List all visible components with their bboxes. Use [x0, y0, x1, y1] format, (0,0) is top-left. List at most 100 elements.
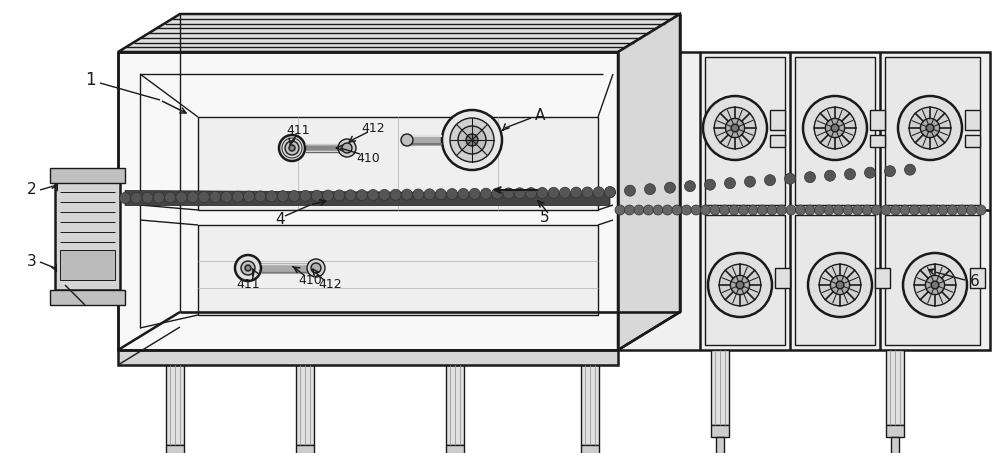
Circle shape	[925, 275, 945, 294]
Circle shape	[466, 134, 478, 146]
Text: 410: 410	[356, 151, 380, 164]
Polygon shape	[118, 14, 680, 52]
Text: 3: 3	[27, 255, 37, 270]
Circle shape	[824, 170, 836, 181]
Circle shape	[390, 189, 401, 200]
Circle shape	[910, 205, 920, 215]
Circle shape	[786, 205, 796, 215]
Bar	[50, 290, 125, 305]
Bar	[886, 350, 904, 425]
Bar	[875, 268, 890, 288]
Circle shape	[824, 205, 834, 215]
Circle shape	[836, 281, 844, 289]
Circle shape	[729, 205, 739, 215]
Bar	[965, 135, 980, 147]
Bar	[885, 215, 980, 345]
Circle shape	[401, 189, 412, 200]
Circle shape	[187, 192, 198, 202]
Bar	[965, 110, 980, 130]
Circle shape	[289, 190, 300, 202]
Circle shape	[379, 189, 390, 200]
Circle shape	[708, 253, 772, 317]
Bar	[60, 250, 115, 280]
Circle shape	[948, 205, 958, 215]
Circle shape	[311, 190, 322, 201]
Circle shape	[559, 187, 570, 198]
Text: 6: 6	[970, 275, 980, 289]
Circle shape	[862, 205, 872, 215]
Circle shape	[672, 205, 682, 215]
Bar	[716, 437, 724, 453]
Circle shape	[571, 187, 582, 198]
Circle shape	[819, 264, 861, 306]
Circle shape	[891, 205, 900, 215]
Circle shape	[864, 167, 876, 178]
Circle shape	[725, 118, 745, 138]
Circle shape	[831, 124, 839, 132]
Circle shape	[368, 189, 379, 201]
Circle shape	[604, 187, 616, 198]
Circle shape	[758, 205, 768, 215]
Circle shape	[266, 191, 277, 202]
Circle shape	[338, 139, 356, 157]
Text: 412: 412	[318, 279, 342, 291]
Circle shape	[615, 205, 625, 215]
Circle shape	[644, 205, 654, 215]
Circle shape	[480, 188, 491, 199]
Bar	[891, 437, 899, 453]
Circle shape	[176, 192, 187, 203]
Circle shape	[345, 190, 356, 201]
Circle shape	[458, 126, 486, 154]
Bar	[581, 445, 599, 453]
Circle shape	[919, 205, 929, 215]
Circle shape	[244, 191, 255, 202]
Circle shape	[210, 192, 221, 202]
Circle shape	[804, 172, 816, 183]
Circle shape	[844, 169, 856, 180]
Bar	[55, 175, 120, 290]
Circle shape	[808, 253, 872, 317]
Circle shape	[744, 176, 756, 187]
Circle shape	[976, 205, 986, 215]
Text: 2: 2	[27, 183, 37, 198]
Polygon shape	[198, 225, 598, 315]
Text: 1: 1	[85, 71, 95, 89]
Circle shape	[458, 188, 469, 199]
Circle shape	[914, 264, 956, 306]
Circle shape	[300, 190, 311, 201]
Circle shape	[966, 205, 976, 215]
Text: 410: 410	[298, 274, 322, 286]
Text: 411: 411	[236, 279, 260, 291]
Circle shape	[825, 118, 845, 138]
Circle shape	[719, 264, 761, 306]
Circle shape	[796, 205, 806, 215]
Bar	[886, 425, 904, 437]
Polygon shape	[125, 191, 610, 206]
Circle shape	[435, 189, 446, 200]
Circle shape	[830, 275, 850, 294]
Circle shape	[537, 188, 548, 198]
Bar	[885, 57, 980, 205]
Circle shape	[342, 143, 352, 153]
Circle shape	[730, 275, 750, 294]
Circle shape	[548, 188, 559, 198]
Circle shape	[492, 188, 503, 199]
Circle shape	[765, 175, 776, 186]
Bar	[705, 57, 785, 205]
Circle shape	[691, 205, 701, 215]
Circle shape	[904, 164, 916, 175]
Circle shape	[704, 179, 716, 190]
Circle shape	[909, 107, 951, 149]
Circle shape	[120, 193, 130, 203]
Circle shape	[450, 118, 494, 162]
Bar	[795, 57, 875, 205]
Circle shape	[926, 124, 934, 132]
Bar	[118, 350, 618, 365]
Bar	[296, 445, 314, 453]
Circle shape	[881, 205, 891, 215]
Circle shape	[900, 205, 910, 215]
Circle shape	[931, 281, 939, 289]
Circle shape	[447, 188, 458, 200]
Circle shape	[748, 205, 758, 215]
Circle shape	[277, 191, 288, 202]
